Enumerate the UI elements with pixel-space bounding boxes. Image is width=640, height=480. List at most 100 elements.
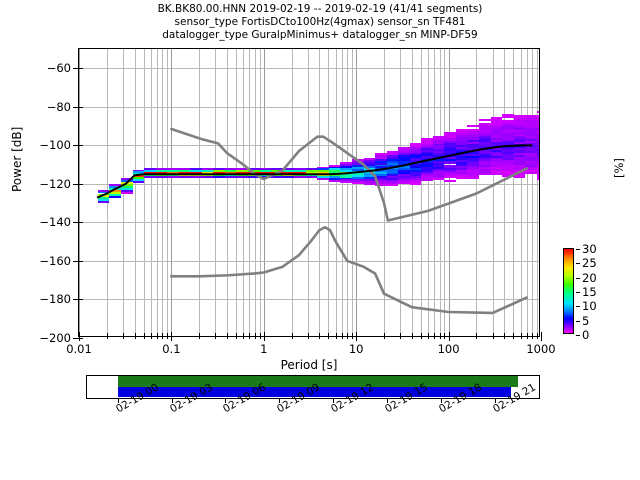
y-axis-tick: [73, 68, 79, 70]
y-axis-tick: [73, 260, 79, 262]
psd-histogram-cell: [409, 167, 422, 170]
psd-histogram-cell: [444, 131, 456, 134]
psd-histogram-cell: [490, 173, 503, 175]
psd-histogram-cell: [467, 144, 479, 147]
psd-histogram-cell: [479, 118, 491, 121]
psd-histogram-cell: [375, 179, 387, 182]
psd-histogram-cell: [536, 178, 539, 180]
psd-histogram-cell: [525, 141, 537, 144]
psd-histogram-cell: [340, 179, 352, 182]
psd-histogram-cell: [398, 181, 410, 184]
x-axis-tick-inner: [356, 332, 358, 336]
x-axis-tick-inner: [420, 333, 422, 336]
psd-histogram-cell: [132, 179, 145, 182]
psd-histogram-cell: [525, 156, 537, 159]
psd-histogram-cell: [432, 153, 445, 156]
psd-histogram-cell: [398, 158, 410, 161]
gridline-horizontal: [79, 106, 539, 108]
psd-histogram-cell: [525, 127, 537, 130]
psd-histogram-cell: [432, 139, 445, 142]
psd-histogram-cell: [502, 150, 514, 153]
psd-histogram-cell: [502, 154, 514, 157]
psd-histogram-cell: [536, 127, 539, 130]
x-axis-tick-inner: [439, 333, 441, 336]
psd-histogram-cell: [525, 126, 537, 128]
psd-histogram-cell: [467, 130, 479, 133]
y-axis-tick-label: −80: [46, 99, 71, 114]
gridline-vertical: [162, 49, 164, 336]
psd-histogram-cell: [386, 182, 399, 184]
psd-histogram-cell: [444, 166, 456, 169]
x-axis-tick: [157, 336, 159, 339]
gridline-vertical: [351, 49, 353, 336]
y-axis-tick-inner: [79, 106, 83, 108]
psd-segments-bar: [117, 386, 511, 397]
psd-histogram-cell: [513, 141, 526, 144]
noise-model-curve-nhnm: [170, 127, 528, 222]
x-axis-tick-label: 1: [260, 342, 268, 356]
psd-histogram-cell: [282, 170, 295, 173]
psd-histogram-cell: [340, 169, 352, 172]
psd-histogram-cell: [213, 176, 225, 179]
psd-histogram-cell: [363, 161, 376, 164]
psd-histogram-cell: [409, 146, 422, 149]
psd-histogram-cell: [178, 176, 191, 179]
psd-histogram-cell: [467, 157, 479, 160]
psd-histogram-cell: [132, 171, 145, 174]
gridline-vertical: [439, 49, 441, 336]
gridline-vertical: [134, 49, 136, 336]
psd-histogram-cell: [97, 199, 110, 202]
psd-histogram-cell: [513, 130, 526, 133]
x-axis-tick-label: 0.1: [162, 342, 181, 356]
psd-histogram-cell: [490, 130, 503, 133]
psd-histogram-cell: [132, 175, 145, 178]
psd-histogram-cell: [490, 161, 503, 164]
psd-histogram-cell: [328, 179, 341, 182]
title-line-3: datalogger_type GuralpMinimus+ datalogge…: [162, 29, 478, 41]
y-axis-tick-inner: [79, 145, 83, 147]
psd-histogram-cell: [386, 157, 399, 159]
ppsd-plot-area: 0.01 0.1 1 10 100 1000 −60 −80 −100 −120 −140 −160 −…: [39, 48, 556, 356]
psd-histogram-cell: [490, 155, 503, 158]
psd-histogram-cell: [502, 134, 514, 137]
psd-histogram-cell: [444, 162, 456, 165]
psd-histogram-cell: [536, 158, 539, 161]
psd-histogram-cell: [467, 169, 479, 172]
psd-histogram-cell: [432, 147, 445, 150]
psd-histogram-cell: [97, 189, 110, 192]
psd-histogram-cell: [120, 190, 133, 192]
psd-histogram-cell: [513, 157, 526, 160]
psd-histogram-cell: [479, 172, 491, 175]
colorbar-tick-label: 10: [582, 299, 597, 314]
colorbar-unit-label: [%]: [612, 158, 626, 178]
psd-histogram-cell: [502, 160, 514, 162]
psd-histogram-cell: [340, 162, 352, 165]
x-axis-tick: [291, 336, 293, 339]
gridline-vertical: [259, 49, 261, 336]
psd-histogram-cell: [455, 177, 468, 180]
psd-histogram-cell: [490, 165, 503, 168]
psd-histogram-cell: [236, 168, 248, 171]
psd-histogram-cell: [455, 162, 468, 165]
psd-histogram-cell: [155, 170, 168, 173]
psd-histogram-cell: [328, 166, 341, 169]
psd-histogram-cell: [513, 116, 526, 119]
x-axis-tick: [526, 336, 528, 339]
psd-histogram-cell: [467, 175, 479, 178]
psd-histogram-cell: [144, 168, 156, 171]
x-axis-tick-inner: [520, 333, 522, 336]
psd-histogram-cell: [513, 132, 526, 135]
psd-histogram-cell: [490, 151, 503, 154]
colorbar-tick: [576, 277, 580, 279]
psd-histogram-cell: [455, 160, 468, 163]
psd-histogram-cell: [467, 155, 479, 158]
x-axis-tick: [532, 336, 534, 339]
x-axis-tick: [541, 336, 542, 341]
y-axis-tick-inner: [79, 68, 83, 70]
psd-histogram-cell: [351, 163, 364, 166]
curve-svg: [96, 127, 533, 315]
psd-histogram-cell: [455, 129, 468, 132]
psd-histogram-cell: [455, 169, 468, 172]
gridline-horizontal: [79, 222, 539, 224]
psd-histogram-cell: [455, 175, 468, 178]
